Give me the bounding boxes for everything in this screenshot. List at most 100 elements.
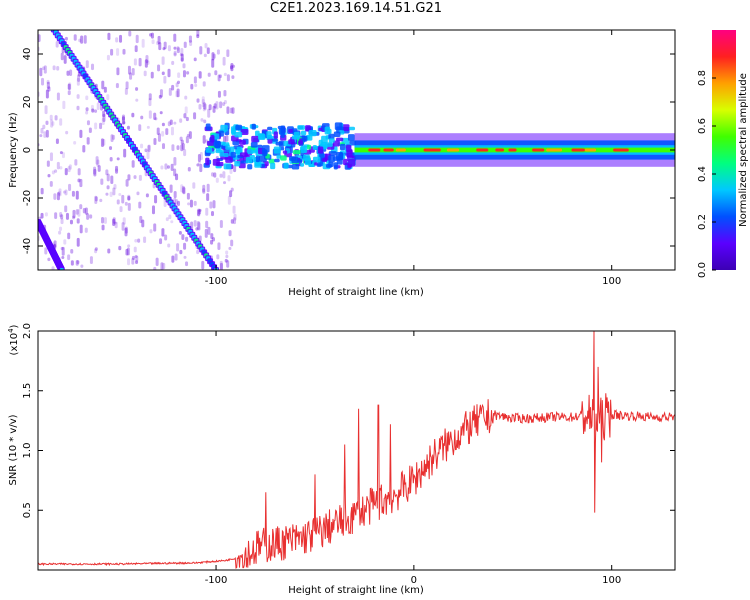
spectrogram-speckle (198, 209, 202, 215)
spectrogram-speckle (39, 134, 43, 138)
snr-x-ticks: -100 0 100 (205, 331, 621, 586)
spectrogram-speckle (72, 215, 76, 220)
spectrogram-speckle (126, 125, 130, 130)
spectrogram-speckle (51, 121, 55, 126)
spectrogram-speckle (217, 90, 221, 98)
spectrogram-speckle (72, 209, 76, 219)
spectrogram-speckle (115, 83, 119, 89)
spectrogram-speckle (167, 45, 171, 52)
spectrogram-speckle (59, 151, 63, 155)
spectrogram-diagonal-streak (48, 22, 52, 26)
spectrogram-turbulent-band (306, 144, 312, 150)
spectrogram-speckle (213, 172, 217, 178)
spectrogram-speckle (226, 260, 230, 268)
spectrogram-speckle (202, 184, 206, 194)
spectrogram-speckle (138, 201, 142, 209)
spectrogram-turbulent-band (300, 145, 308, 153)
spectrogram-speckle (156, 40, 160, 46)
spectrogram-speckle (59, 118, 63, 126)
spectrogram-speckle (50, 119, 54, 128)
spectrogram-speckle (134, 239, 138, 243)
spectrogram-speckle (165, 217, 169, 222)
spectrogram-speckle (232, 64, 236, 68)
spectrogram-carrier-peaks (508, 148, 517, 152)
spectrogram-speckle (173, 157, 177, 166)
spectrogram-speckle (182, 187, 186, 195)
spectrogram-speckle (225, 135, 229, 142)
spectrogram-speckle (112, 218, 116, 226)
spectrogram-speckle (148, 98, 152, 107)
spectrogram-turbulent-band (280, 131, 285, 138)
spectrogram-speckle (67, 165, 71, 173)
spectrogram-speckle (105, 192, 109, 196)
spectrogram-speckle (124, 87, 128, 95)
spectrogram-speckle (201, 99, 205, 108)
spectrogram-speckle (125, 248, 129, 256)
spectrogram-speckle (82, 208, 86, 214)
spectrogram-speckle (45, 89, 49, 99)
spectrogram-speckle (102, 139, 106, 146)
spectrogram-speckle (162, 262, 166, 270)
spectrogram-speckle (133, 175, 137, 180)
spectrogram-x-ticks: -100 100 (205, 30, 621, 287)
spectrogram-speckle (216, 49, 220, 55)
spectrogram-speckle (119, 206, 123, 213)
spectrogram-turbulent-band (276, 154, 282, 159)
spectrogram-y-ticks: -40 -20 0 20 40 (22, 48, 675, 254)
spectrogram-turbulent-band (317, 146, 324, 154)
spectrogram-speckle (197, 208, 201, 217)
spectrogram-speckle (122, 48, 126, 55)
spectrogram-speckle (97, 165, 101, 172)
spectrogram-speckle (229, 168, 233, 175)
spectrogram-speckle (186, 192, 190, 200)
spectrogram-turbulent-band (333, 162, 338, 170)
spectrogram-speckle (161, 228, 165, 237)
spectrogram-speckle (171, 84, 175, 91)
spectrogram-carrier-peaks (571, 148, 585, 152)
spectrogram-speckle (163, 75, 167, 84)
spectrogram-speckle (47, 86, 51, 92)
spectrogram-speckle (183, 242, 187, 250)
spectrogram-turbulent-band (300, 130, 307, 136)
spectrogram-speckle (100, 178, 104, 185)
spectrogram-speckle (193, 57, 197, 62)
spectrogram-speckle (196, 98, 200, 103)
spectrogram-turbulent-band (348, 126, 356, 131)
spectrogram-speckle (145, 54, 149, 64)
spectrogram-turbulent-band (291, 164, 300, 170)
spectrogram-turbulent-band (322, 157, 328, 163)
spectrogram-speckle (80, 35, 84, 44)
spectrogram-speckle (101, 117, 105, 126)
spectrogram-speckle (179, 249, 183, 255)
spectrogram-turbulent-band (268, 158, 275, 164)
spectrogram-speckle (46, 81, 50, 89)
spectrogram-speckle (202, 108, 206, 112)
spectrogram-speckle (101, 224, 105, 231)
spectrogram-speckle (43, 131, 47, 138)
spectrogram-speckle (167, 243, 171, 248)
snr-y-tick-label: 0.5 (22, 502, 33, 518)
spectrogram-speckle (229, 190, 233, 198)
spectrogram-speckle (213, 103, 217, 109)
spectrogram-speckle (56, 66, 60, 71)
spectrogram-speckle (161, 122, 165, 127)
spectrogram-speckle (63, 55, 67, 64)
spectrogram-speckle (228, 230, 232, 237)
spectrogram-carrier-peaks (395, 148, 406, 152)
spectrogram-speckle (166, 165, 170, 169)
spectrogram-speckle (176, 145, 180, 150)
spectrogram-speckle (103, 217, 107, 224)
spectrogram-speckle (173, 50, 177, 56)
spectrogram-speckle (53, 193, 57, 200)
spectrogram-speckle (89, 256, 93, 264)
spectrogram-speckle (200, 118, 204, 122)
spectrogram-speckle (233, 213, 237, 221)
spectrogram-speckle (199, 151, 203, 161)
spectrogram-diagonal-streak (36, 4, 40, 8)
spectrogram-speckle (214, 70, 218, 76)
spectrogram-turbulent-band (333, 131, 341, 138)
spectrogram-speckle (185, 236, 189, 242)
spectrogram-turbulent-band (288, 129, 293, 133)
spectrogram-speckle (196, 249, 200, 255)
spectrogram-speckle (60, 246, 64, 251)
